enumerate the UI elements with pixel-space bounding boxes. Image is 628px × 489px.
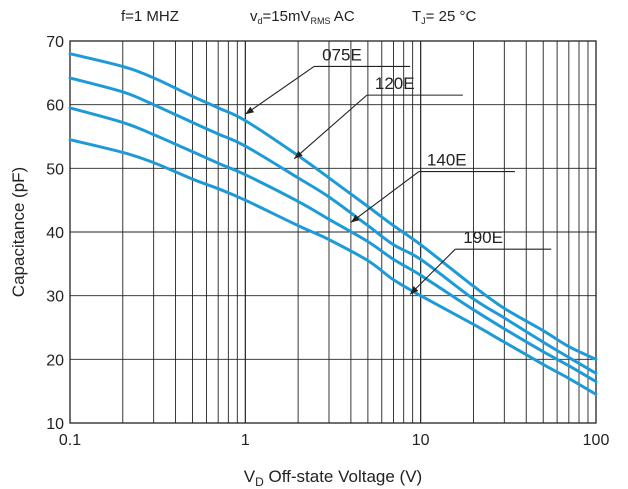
temperature-subscript: J <box>421 16 426 26</box>
y-tick-label: 30 <box>46 289 64 306</box>
y-tick-label: 20 <box>46 352 64 369</box>
series-label-140E: 140E <box>427 151 467 170</box>
temperature-condition: TJ= 25 °C <box>412 8 476 26</box>
x-tick-labels: 0.1 1 10 100 <box>59 432 610 449</box>
x-axis-subscript: D <box>255 475 264 489</box>
arrowhead <box>245 106 255 115</box>
label-leader-line <box>293 94 368 160</box>
y-tick-label: 70 <box>46 34 64 51</box>
arrowhead <box>350 214 360 223</box>
x-tick-label: 1 <box>241 432 250 449</box>
series-label-120E: 120E <box>375 74 415 93</box>
series-label-075E: 075E <box>322 45 362 64</box>
arrowhead <box>294 150 303 159</box>
series-lines <box>68 52 598 396</box>
series-line-190E <box>68 138 598 396</box>
y-tick-label: 60 <box>46 98 64 115</box>
series-line-120E <box>68 76 598 375</box>
x-axis-symbol: V <box>244 467 256 486</box>
series-labels: 075E 120E 140E 190E <box>245 45 552 295</box>
arrowhead <box>410 286 419 295</box>
x-axis-label: VD Off-state Voltage (V) <box>244 467 422 489</box>
x-axis-label-text: Off-state Voltage (V) <box>264 467 422 486</box>
frequency-condition: f=1 MHZ <box>121 8 179 25</box>
label-leader-line <box>245 66 315 115</box>
voltage-symbol: v <box>250 8 258 25</box>
x-tick-label: 0.1 <box>59 432 81 449</box>
voltage-value: =15mV <box>263 8 311 25</box>
y-tick-label: 50 <box>46 161 64 178</box>
chart-grid <box>70 41 596 423</box>
y-tick-label: 40 <box>46 225 64 242</box>
temperature-value: = 25 °C <box>426 8 477 25</box>
series-label-190E: 190E <box>463 228 503 247</box>
x-tick-label: 10 <box>412 432 430 449</box>
voltage-subscript-d: d <box>258 16 263 26</box>
series-line-140E <box>68 106 598 384</box>
voltage-condition: vd=15mVRMS AC <box>250 8 355 26</box>
voltage-subscript-rms: RMS <box>310 16 330 26</box>
temperature-symbol: T <box>412 8 421 25</box>
y-tick-label: 10 <box>46 416 64 433</box>
label-leader-line <box>409 248 456 295</box>
label-leader-line <box>350 171 420 223</box>
x-tick-label: 100 <box>583 432 610 449</box>
y-axis-label: Capacitance (pF) <box>9 167 28 297</box>
series-line-075E <box>68 52 598 361</box>
plot-frame <box>69 40 597 424</box>
y-tick-labels: 10 20 30 40 50 60 70 <box>46 34 64 433</box>
voltage-ac: AC <box>330 8 354 25</box>
